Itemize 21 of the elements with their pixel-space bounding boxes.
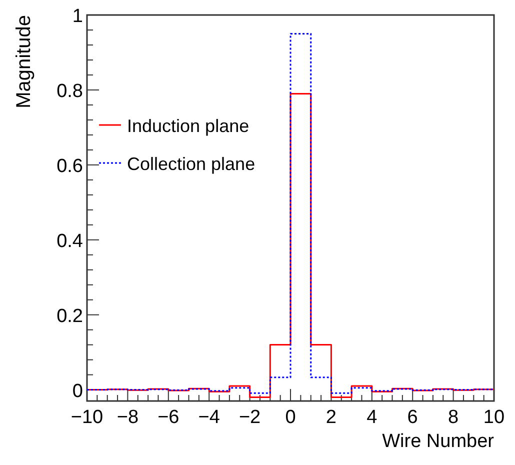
x-tick-label: 2 bbox=[326, 407, 336, 428]
y-tick-label: 0.4 bbox=[56, 230, 84, 252]
y-tick-label: 0 bbox=[72, 380, 83, 402]
y-tick-label: 0.2 bbox=[56, 306, 83, 327]
y-tick-label: 0.6 bbox=[56, 156, 83, 177]
y-axis-title: Magnitude bbox=[13, 15, 35, 108]
x-tick-label: −10 bbox=[70, 407, 104, 428]
x-tick-label: 4 bbox=[366, 407, 378, 428]
x-tick-label: 8 bbox=[448, 407, 459, 428]
y-tick-label: 0.8 bbox=[56, 80, 83, 102]
x-tick-label: 0 bbox=[285, 407, 296, 428]
x-tick-label: −4 bbox=[198, 407, 220, 428]
legend-label: Collection plane bbox=[127, 154, 256, 174]
y-tick-label: 1 bbox=[72, 6, 83, 27]
x-tick-label: 6 bbox=[407, 407, 418, 428]
legend-label: Induction plane bbox=[127, 116, 250, 136]
x-tick-label: −8 bbox=[116, 407, 139, 428]
x-axis-title: Wire Number bbox=[382, 431, 495, 452]
x-tick-label: −2 bbox=[238, 407, 261, 428]
x-tick-label: −6 bbox=[158, 407, 180, 428]
x-tick-label: 10 bbox=[483, 407, 505, 428]
